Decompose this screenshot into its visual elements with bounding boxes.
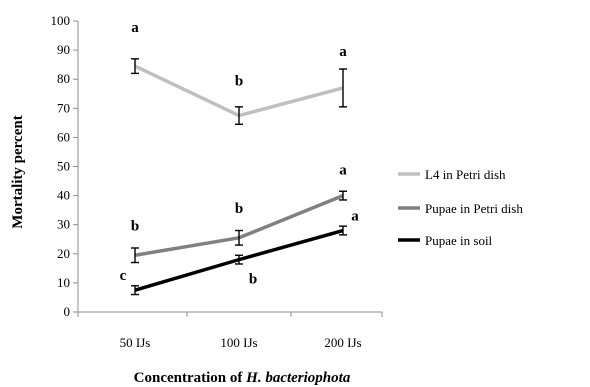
x-tick-label: 100 IJs <box>220 335 257 350</box>
legend: L4 in Petri dish Pupae in Petri dish Pupae… <box>398 167 523 248</box>
y-tick-label: 10 <box>57 275 70 290</box>
x-axis-title: Concentration of H. bacteriophota <box>134 370 351 386</box>
series-2: b b a <box>131 163 347 264</box>
y-tick-label: 80 <box>57 71 70 86</box>
significance-letter: a <box>339 44 347 60</box>
y-axis-title: Mortality percent <box>10 115 26 228</box>
x-tick-label: 50 IJs <box>120 335 151 350</box>
series-3: c b a <box>120 209 359 296</box>
x-tick-label: 200 IJs <box>324 335 361 350</box>
axes: 0 10 20 30 40 50 60 70 80 90 100 50 IJs 100 IJs 200 I… <box>51 13 383 350</box>
y-tick-label: 60 <box>57 129 70 144</box>
y-tick-label: 100 <box>51 13 71 28</box>
significance-letter: a <box>339 163 347 179</box>
significance-letter: c <box>120 268 127 284</box>
y-tick-label: 30 <box>57 217 70 232</box>
significance-letter: b <box>131 218 139 234</box>
x-axis-title-species: H. bacteriophota <box>245 370 351 386</box>
legend-label: Pupae in soil <box>425 233 493 248</box>
significance-letter: a <box>351 209 359 225</box>
significance-letter: b <box>235 74 243 90</box>
series-1: a b a <box>131 20 347 126</box>
series-layer: a b a b b a c b a <box>120 20 359 296</box>
y-tick-label: 20 <box>57 246 70 261</box>
x-axis-title-prefix: Concentration of <box>134 370 247 386</box>
y-tick-label: 40 <box>57 188 70 203</box>
y-tick-label: 50 <box>57 159 70 174</box>
significance-letter: b <box>249 272 257 288</box>
significance-letter: b <box>235 201 243 217</box>
legend-label: Pupae in Petri dish <box>425 201 523 216</box>
y-tick-label: 70 <box>57 100 70 115</box>
y-tick-label: 0 <box>64 304 71 319</box>
y-tick-label: 90 <box>57 42 70 57</box>
legend-label: L4 in Petri dish <box>425 167 506 182</box>
significance-letter: a <box>131 20 139 36</box>
